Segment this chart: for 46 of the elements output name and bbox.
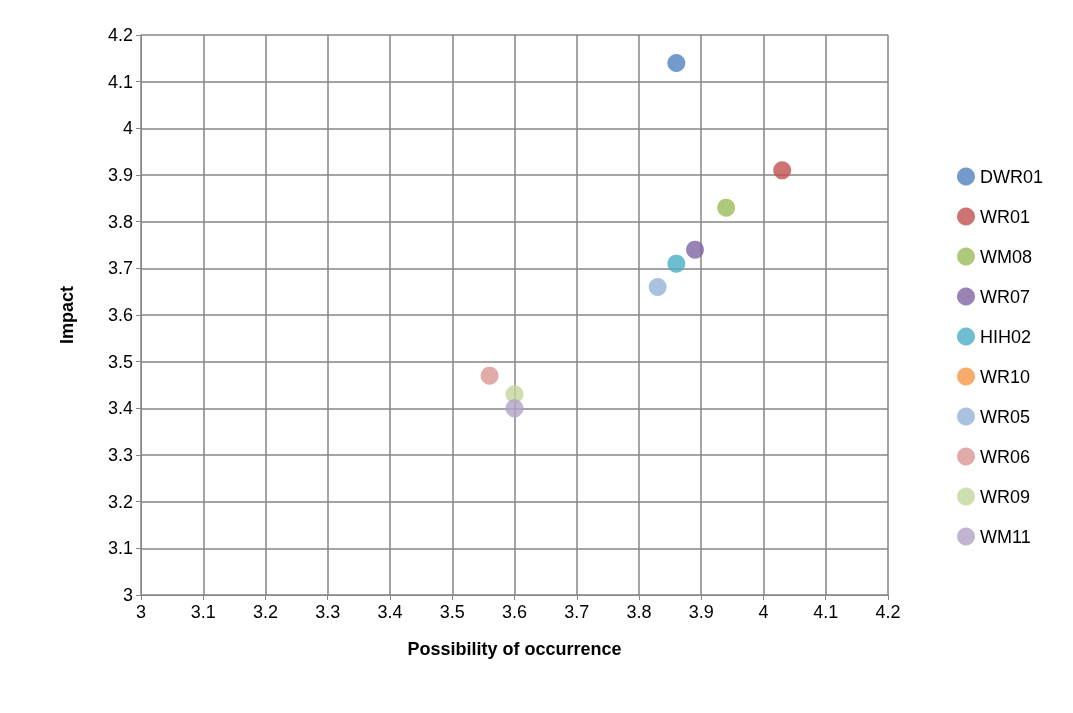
x-tick-label: 3.8 <box>626 602 652 622</box>
y-tick-label: 4.2 <box>107 25 133 45</box>
legend-label: DWR01 <box>979 166 1044 187</box>
x-tick-label: 3.4 <box>377 602 403 622</box>
x-tick-label: 3.3 <box>315 602 341 622</box>
point <box>667 254 686 273</box>
legend-label: WR06 <box>979 446 1031 467</box>
point <box>686 240 705 259</box>
y-axis-title: Impact <box>57 285 77 345</box>
legend-label: HIH02 <box>979 326 1032 347</box>
point <box>717 198 736 217</box>
y-tick-label: 3.6 <box>107 305 133 325</box>
point <box>773 161 792 180</box>
x-tick-label: 3.9 <box>688 602 714 622</box>
x-tick-label: 4.1 <box>813 602 839 622</box>
y-tick-label: 4 <box>122 118 133 139</box>
legend-label: WM08 <box>979 246 1033 267</box>
y-tick-label: 3.1 <box>107 538 133 559</box>
y-tick-label: 4.1 <box>107 71 133 92</box>
x-tick-label: 4.2 <box>875 602 901 622</box>
point <box>648 278 667 296</box>
y-tick-label: 3.4 <box>107 398 133 419</box>
legend-label: WR07 <box>979 286 1031 307</box>
point <box>667 54 686 72</box>
x-tick-label: 3.6 <box>501 602 528 622</box>
y-tick-label: 3.9 <box>107 165 133 185</box>
x-tick-label: 3 <box>135 602 147 622</box>
point <box>480 366 499 385</box>
legend-label: WR10 <box>979 366 1031 387</box>
x-tick-label: 3.7 <box>564 602 590 622</box>
legend-label: WM11 <box>979 526 1031 547</box>
x-tick-label: 3.2 <box>252 602 279 622</box>
y-tick-label: 3.8 <box>107 211 133 232</box>
y-tick-label: 3.3 <box>107 445 133 465</box>
x-tick-label: 3.5 <box>439 602 465 622</box>
point <box>505 399 524 418</box>
y-tick-label: 3.2 <box>107 491 133 512</box>
x-tick-label: 3.1 <box>190 602 216 622</box>
legend-label: WR01 <box>979 206 1031 227</box>
y-tick-label: 3 <box>122 585 133 605</box>
legend-label: WR05 <box>979 406 1031 427</box>
x-axis-title: Possibility of occurrence <box>407 639 622 659</box>
y-tick-label: 3.7 <box>107 258 133 279</box>
legend-label: WR09 <box>979 486 1031 507</box>
y-tick-label: 3.5 <box>107 351 133 372</box>
x-tick-label: 4 <box>758 602 769 622</box>
